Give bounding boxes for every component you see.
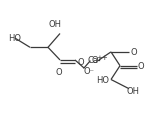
Text: HO: HO: [8, 34, 21, 43]
Text: O: O: [56, 68, 63, 77]
Text: O: O: [77, 58, 84, 67]
Text: O: O: [92, 56, 98, 65]
Text: OH: OH: [48, 20, 61, 29]
Text: Ca: Ca: [88, 56, 99, 65]
Text: ++: ++: [97, 55, 108, 61]
Text: O: O: [130, 48, 137, 57]
Text: OH: OH: [127, 87, 140, 96]
Text: HO: HO: [96, 75, 109, 84]
Text: O: O: [138, 62, 145, 71]
Text: O⁻: O⁻: [83, 67, 94, 76]
